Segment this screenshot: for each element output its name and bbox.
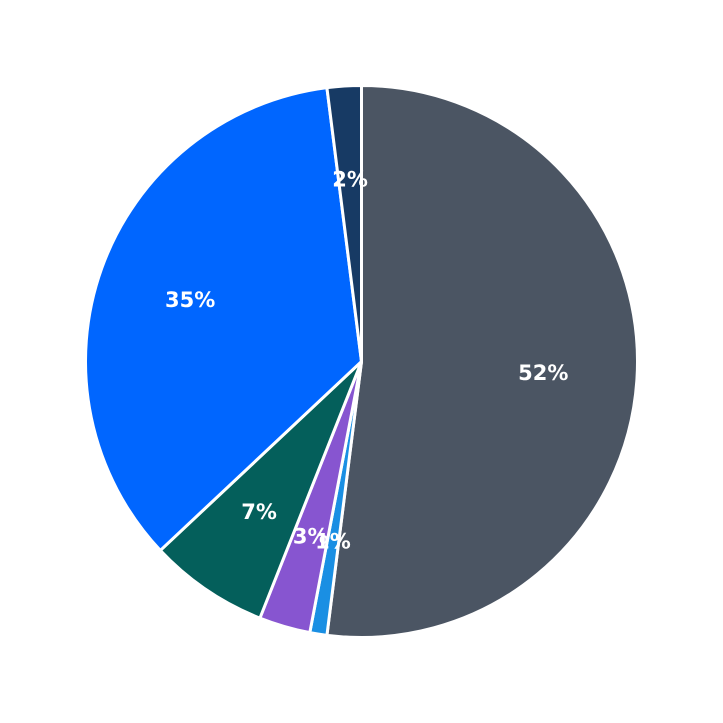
slice-label-7-pct: 7%: [241, 500, 277, 524]
slice-label-35-pct: 35%: [165, 288, 215, 312]
pie-slice-2-pct: [325, 84, 363, 363]
slice-label-52-pct: 52%: [518, 361, 568, 385]
pie-slice-35-pct: [84, 86, 363, 552]
slice-label-2-pct: 2%: [332, 168, 368, 192]
slice-label-1-pct: 1%: [315, 529, 351, 553]
slice-label-3-pct: 3%: [293, 524, 329, 548]
labels-layer: 52% 1%3% 7% 35% 2%: [165, 168, 568, 554]
slices-layer: [84, 84, 639, 639]
pie-slice-52-pct: [325, 84, 639, 639]
pie-slice-7-pct: [158, 360, 363, 620]
